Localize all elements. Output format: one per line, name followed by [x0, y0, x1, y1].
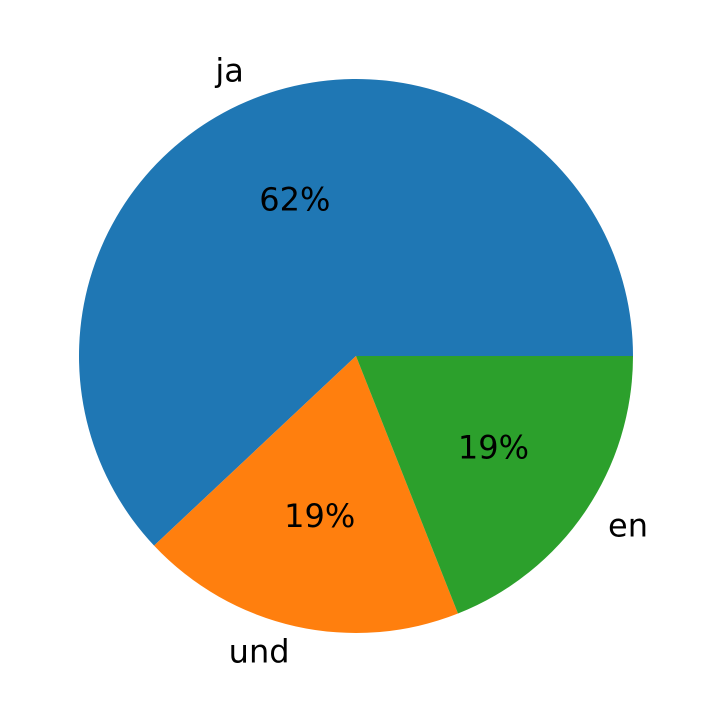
slice-label: und — [229, 632, 290, 670]
pie-slice — [154, 356, 458, 633]
pie-slice — [356, 356, 633, 614]
pie-slice — [78, 78, 633, 546]
slice-label: ja — [214, 52, 244, 90]
value-label: 62% — [259, 180, 330, 218]
value-label: 19% — [458, 428, 529, 466]
value-label: 19% — [284, 497, 355, 535]
slice-label: en — [608, 506, 648, 544]
